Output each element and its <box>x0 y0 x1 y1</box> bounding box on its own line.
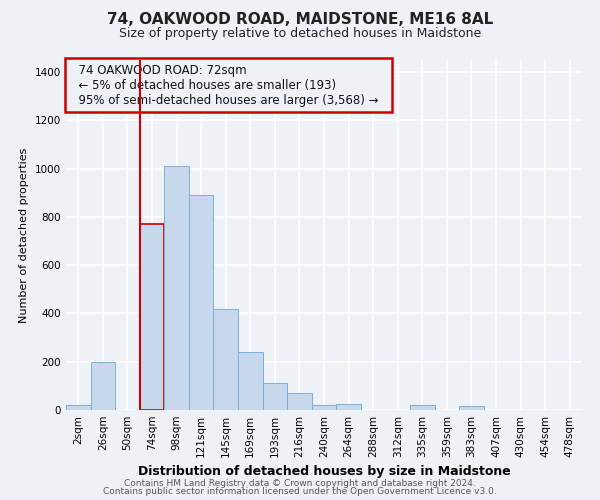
Y-axis label: Number of detached properties: Number of detached properties <box>19 148 29 322</box>
X-axis label: Distribution of detached houses by size in Maidstone: Distribution of detached houses by size … <box>137 466 511 478</box>
Bar <box>287 393 312 410</box>
Bar <box>214 308 238 410</box>
Text: Contains public sector information licensed under the Open Government Licence v3: Contains public sector information licen… <box>103 487 497 496</box>
Text: Size of property relative to detached houses in Maidstone: Size of property relative to detached ho… <box>119 28 481 40</box>
Bar <box>66 405 91 410</box>
Bar <box>459 406 484 410</box>
Text: 74, OAKWOOD ROAD, MAIDSTONE, ME16 8AL: 74, OAKWOOD ROAD, MAIDSTONE, ME16 8AL <box>107 12 493 28</box>
Bar <box>238 352 263 410</box>
Bar <box>189 195 214 410</box>
Bar <box>91 362 115 410</box>
Bar <box>336 404 361 410</box>
Text: Contains HM Land Registry data © Crown copyright and database right 2024.: Contains HM Land Registry data © Crown c… <box>124 478 476 488</box>
Bar <box>140 224 164 410</box>
Bar <box>164 166 189 410</box>
Text: 74 OAKWOOD ROAD: 72sqm  
  ← 5% of detached houses are smaller (193)  
  95% of : 74 OAKWOOD ROAD: 72sqm ← 5% of detached … <box>71 64 386 106</box>
Bar <box>263 384 287 410</box>
Bar <box>410 405 434 410</box>
Bar <box>312 405 336 410</box>
